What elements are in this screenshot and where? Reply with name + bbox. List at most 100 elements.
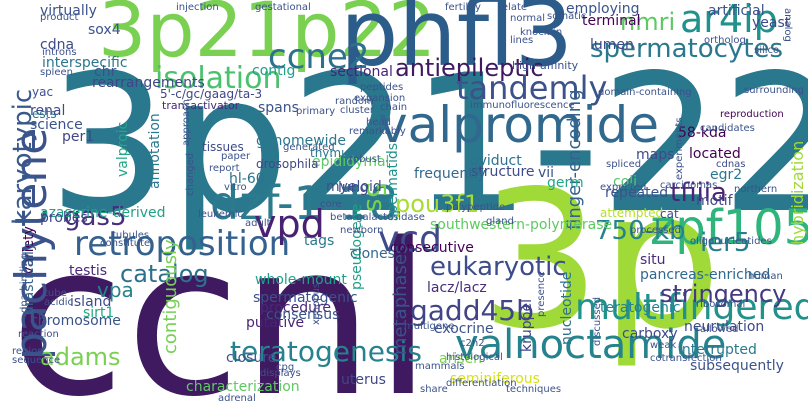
word-epididymal: epididymal <box>312 154 390 170</box>
word-displays: displays <box>260 368 301 379</box>
word-core: core <box>320 199 342 210</box>
word-structure: structure <box>471 164 535 180</box>
word-ribosomal: ribosomal <box>696 299 746 310</box>
word-attempted: attempted <box>600 206 664 220</box>
word-interspecific: interspecific <box>42 55 128 71</box>
word-tags: tags <box>304 233 335 249</box>
word-ccne2: ccne2 <box>268 37 370 77</box>
word-discussed: discussed <box>592 296 603 346</box>
word-dzf-1-18: dzf-1-18 <box>210 176 399 230</box>
word-genomewide: genomewide <box>256 133 347 149</box>
word-antiepileptic: antiepileptic <box>395 54 544 82</box>
word-motif: motif <box>696 193 733 209</box>
word-relate: relate <box>498 2 528 13</box>
word-reproduction: reproduction <box>720 109 784 120</box>
word-putative: putative <box>246 315 305 331</box>
word-injection: injection <box>176 2 219 13</box>
word-spermatogenic: spermatogenic <box>253 290 358 306</box>
word-situ: situ <box>640 252 666 268</box>
word-c2h2: c2h2 <box>460 338 485 349</box>
word-3p: 3p <box>480 150 722 371</box>
word-germ: germ <box>547 175 584 191</box>
word-valproic: valproic <box>115 121 131 177</box>
word-report: report <box>209 163 240 174</box>
word-knock-in: knock-in <box>520 27 563 38</box>
word-head: head <box>366 117 391 128</box>
word-maps: maps <box>636 147 675 163</box>
word-retroposition: retroposition <box>74 224 291 264</box>
word-artificial: artificial <box>708 3 765 19</box>
word-teratogenesis: teratogenesis <box>230 335 422 368</box>
word-tandemly: tandemly <box>456 69 608 107</box>
word-consensus: consensus <box>266 307 340 323</box>
word-contiguously: contiguously <box>160 239 181 354</box>
word-cotransfection: cotransfection <box>650 353 722 364</box>
word-robust: robust <box>349 154 381 165</box>
word-located: located <box>689 146 741 162</box>
word-presence: presence <box>536 271 547 317</box>
word-3p21p22: 3p21p22 <box>98 0 437 74</box>
word-multifingered: multifingered <box>575 287 808 328</box>
word-carcinomas: carcinomas <box>660 180 718 191</box>
word-spliced: spliced <box>606 159 642 170</box>
word-weak: weak <box>650 340 677 351</box>
word-58-kda: 58-kda <box>678 125 727 141</box>
word-techniques: techniques <box>506 384 562 395</box>
word-teratogenic: teratogenic <box>600 300 681 316</box>
word-science: science <box>30 117 83 133</box>
word-vpa: vpa <box>97 278 134 302</box>
word-generated: generated <box>283 142 335 153</box>
word-vitro: vitro <box>224 182 247 193</box>
word-sectional: sectional <box>330 64 393 80</box>
word-3p21-22: 3p21-22 <box>48 34 808 255</box>
word-nmri: nmri <box>620 8 676 36</box>
word-vpd: vpd <box>254 202 325 246</box>
word-catalog: catalog <box>120 260 209 288</box>
word-peptides: peptides <box>360 82 404 93</box>
word-drosophila: drosophila <box>256 157 319 171</box>
word-gadd45b: gadd45b <box>410 294 534 327</box>
word-closure: closure <box>226 350 277 366</box>
word-surrounding: surrounding <box>744 85 804 96</box>
word-pou3f1: pou3f1 <box>395 190 480 218</box>
word-rearrangements: rearrangements <box>92 75 205 91</box>
word-oligonucleotides: oligonucleotides <box>690 236 772 247</box>
word-characterization: characterization <box>186 379 300 395</box>
word-sox4: sox4 <box>88 22 121 38</box>
word-thymus: thymus <box>310 146 355 160</box>
word-phfl3: phfl3 <box>340 0 574 87</box>
word-spermatocytes: spermatocytes <box>590 34 784 64</box>
word-frequently: frequently <box>414 166 486 182</box>
word-expected: expected <box>600 182 647 193</box>
word-750-kb: 750-kb <box>595 216 686 246</box>
word-adrenal: adrenal <box>218 393 256 404</box>
word-testis: testis <box>69 263 108 279</box>
word-ortholog: ortholog <box>704 35 746 46</box>
word-valnoctamide: valnoctamide <box>455 322 727 368</box>
word-island: island <box>70 294 112 310</box>
word-tube: tube <box>44 288 67 299</box>
word-chr: chr <box>94 64 117 80</box>
word-paper: paper <box>221 151 251 162</box>
word-region: region <box>12 346 44 357</box>
word-stringency: stringency <box>660 280 787 308</box>
word-transactivator: transactivator <box>162 99 240 112</box>
word-silico: silico <box>754 45 780 56</box>
word-carboxy: carboxy <box>622 326 678 342</box>
word-sequence: sequence <box>12 355 61 366</box>
word-repeated: repeated <box>605 185 669 201</box>
word-per1: per1 <box>62 129 95 145</box>
word-whole-mount: whole-mount <box>255 272 347 288</box>
word-differentiation: differentiation <box>446 378 517 389</box>
word-terminal: terminal <box>582 13 641 29</box>
word-analog: analog <box>782 8 793 42</box>
word-sirt1: sirt1 <box>83 305 115 321</box>
word-changed: changed <box>185 152 196 196</box>
word-allowed: allowed <box>700 324 739 335</box>
word-adams: adams <box>40 343 121 371</box>
word-isolation: isolation <box>155 61 282 96</box>
word-chain: chain <box>380 102 408 113</box>
word-northern: northern <box>734 184 778 195</box>
word-spleen: spleen <box>40 67 73 78</box>
